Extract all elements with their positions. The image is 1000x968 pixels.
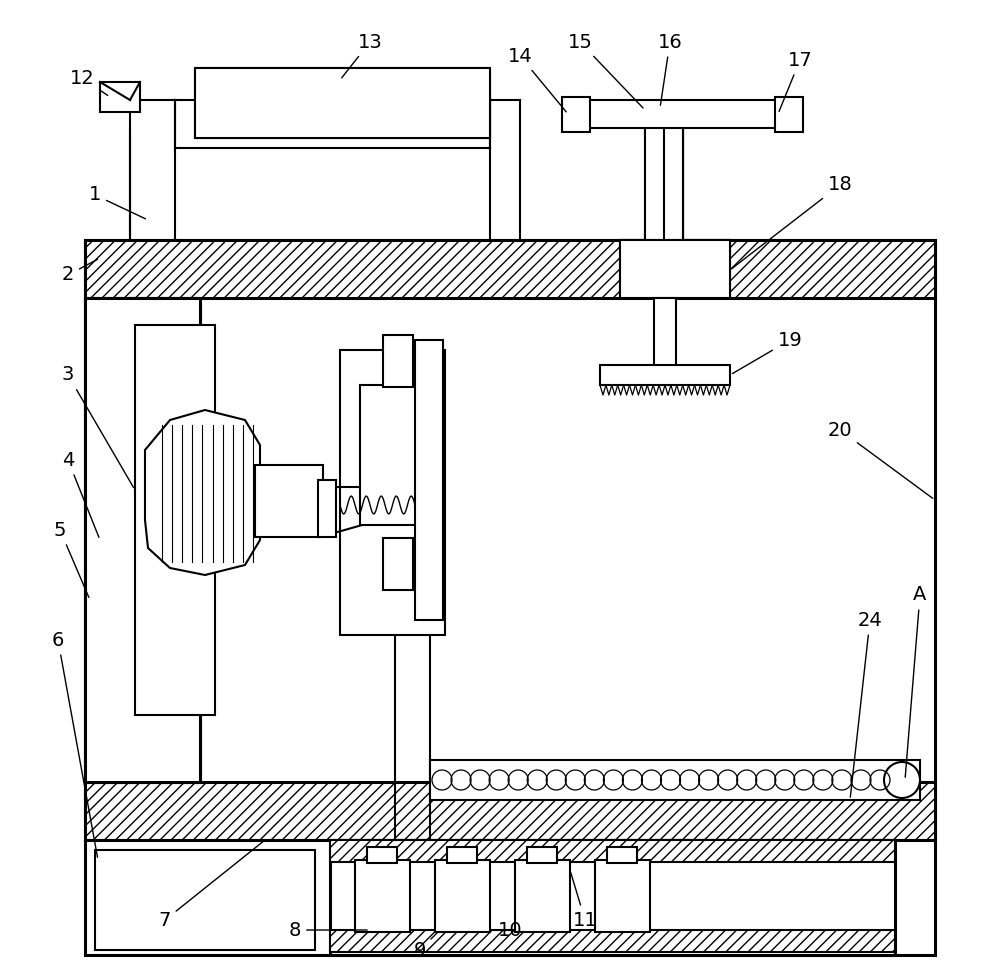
Bar	[135, 325, 215, 715]
Bar	[645, 102, 683, 264]
Bar	[515, 860, 570, 932]
Bar	[367, 847, 397, 863]
Text: 18: 18	[732, 175, 852, 268]
Bar	[330, 840, 895, 862]
Text: 1: 1	[89, 186, 145, 219]
Polygon shape	[145, 410, 260, 575]
Bar	[195, 68, 490, 138]
Text: 6: 6	[52, 630, 98, 858]
Text: 14: 14	[508, 46, 566, 112]
Bar	[360, 385, 425, 525]
Text: 9: 9	[414, 932, 438, 959]
Bar	[562, 97, 590, 132]
Bar	[620, 240, 730, 298]
Text: 24: 24	[850, 611, 882, 798]
Bar	[318, 480, 336, 537]
Bar	[195, 68, 490, 138]
Bar	[85, 782, 935, 840]
Text: 13: 13	[342, 33, 382, 77]
Bar	[100, 82, 140, 112]
Bar	[85, 298, 200, 782]
Text: 20: 20	[828, 420, 933, 499]
Bar	[415, 340, 443, 620]
Bar	[527, 847, 557, 863]
Bar	[255, 465, 323, 537]
Bar	[383, 538, 413, 590]
Text: 17: 17	[779, 50, 812, 111]
Text: 4: 4	[62, 450, 99, 537]
Bar	[430, 760, 920, 800]
Text: 15: 15	[568, 33, 643, 108]
Bar	[330, 840, 895, 955]
Bar	[85, 298, 200, 782]
Bar	[95, 850, 315, 950]
Bar	[85, 240, 935, 298]
Bar	[775, 97, 803, 132]
Bar	[355, 860, 410, 932]
Bar	[654, 298, 676, 370]
Text: 7: 7	[159, 842, 263, 929]
Text: 11: 11	[571, 873, 597, 929]
Bar	[645, 102, 683, 264]
Bar	[585, 100, 780, 128]
Bar	[85, 240, 935, 840]
Bar	[447, 847, 477, 863]
Text: 5: 5	[54, 521, 89, 597]
Bar	[330, 930, 895, 952]
Text: 12: 12	[70, 69, 108, 96]
Bar	[607, 847, 637, 863]
Bar	[595, 860, 650, 932]
Text: 2: 2	[62, 259, 98, 285]
Text: 8: 8	[289, 921, 367, 940]
Bar	[383, 335, 413, 387]
Bar	[620, 240, 730, 298]
Bar	[600, 365, 730, 385]
Text: 3: 3	[62, 366, 134, 488]
Text: 10: 10	[498, 921, 522, 940]
Bar	[340, 350, 445, 635]
Text: A: A	[905, 586, 927, 777]
Bar	[435, 860, 490, 932]
Text: 19: 19	[732, 330, 802, 374]
Bar	[85, 840, 935, 955]
Text: 16: 16	[658, 33, 682, 106]
